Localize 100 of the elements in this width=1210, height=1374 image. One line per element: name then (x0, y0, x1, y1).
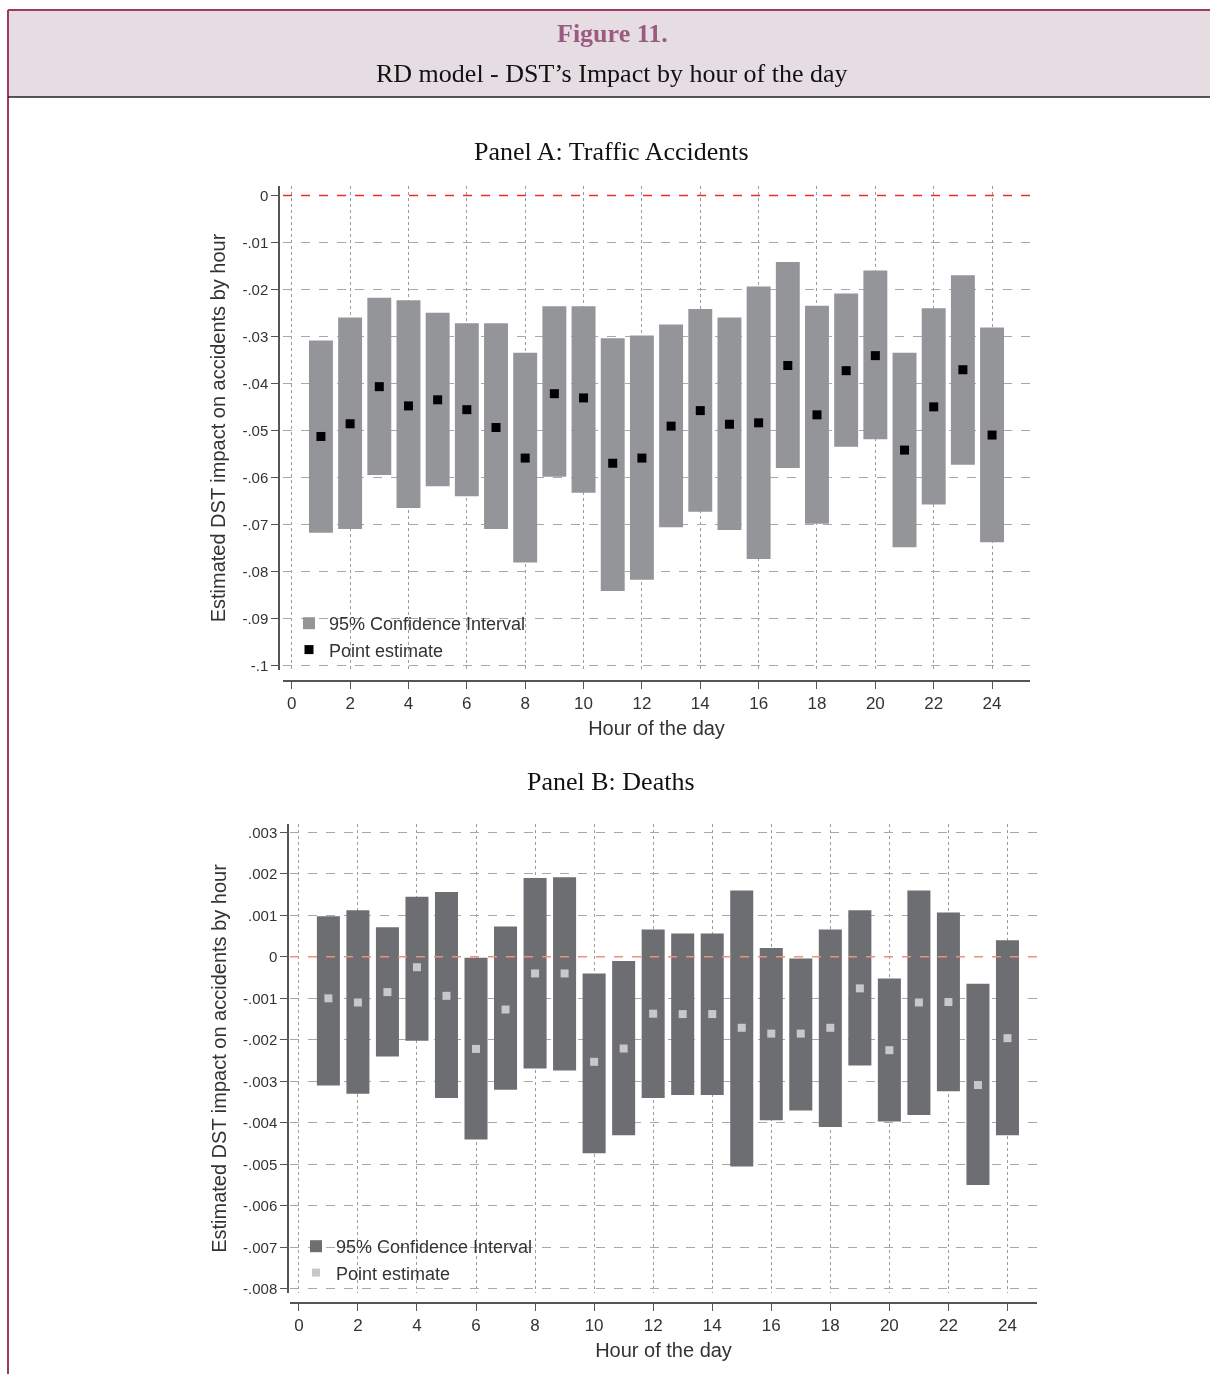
point (590, 1057, 599, 1066)
bar (316, 916, 340, 1086)
x-axis-title: Hour of the day (595, 1339, 732, 1362)
bar (700, 933, 724, 1096)
text: RD model - DST’s Impact by hour of the day (376, 59, 848, 88)
legend-label: Point estimate (329, 640, 444, 661)
bar (936, 912, 960, 1092)
bar (775, 262, 800, 468)
x-tick-label: 0 (287, 694, 297, 714)
bar (848, 910, 872, 1066)
point (708, 1010, 717, 1019)
y-tick-label: -.004 (243, 1114, 278, 1132)
y-tick-label: -.08 (242, 562, 269, 580)
x-tick-label: 8 (520, 694, 530, 714)
bar (629, 335, 654, 580)
y-axis-title: Estimated DST impact on accidents by hour (208, 863, 231, 1253)
point (929, 402, 939, 412)
bar (995, 940, 1019, 1136)
bar (396, 300, 421, 508)
y-tick-label: -.005 (243, 1155, 278, 1173)
x-tick-label: 2 (353, 1316, 363, 1336)
x-tick-label: 18 (807, 694, 827, 714)
y-tick-label: 0 (259, 186, 269, 204)
y-tick-label: -.09 (242, 609, 269, 627)
x-tick-label: 24 (998, 1316, 1017, 1336)
point (973, 1081, 982, 1090)
bar (907, 890, 931, 1115)
x-tick-label: 10 (584, 1316, 604, 1336)
point (958, 365, 968, 375)
point (724, 419, 734, 429)
x-tick-label: 20 (865, 694, 885, 714)
bar (405, 896, 429, 1041)
bar (717, 317, 742, 530)
point (491, 423, 501, 433)
y-tick-label: -.1 (250, 656, 269, 674)
point (666, 421, 676, 431)
x-tick-label: 16 (761, 1316, 781, 1336)
x-tick-label: 8 (530, 1316, 540, 1336)
point (737, 1023, 746, 1032)
bar (367, 297, 392, 475)
point (383, 988, 392, 997)
point (1003, 1034, 1012, 1043)
bar (612, 960, 636, 1136)
point (433, 395, 443, 405)
y-tick-label: -.07 (242, 515, 269, 533)
bar (582, 973, 606, 1154)
chart-title: Panel B: Deaths (527, 767, 695, 796)
y-tick-label: 0 (268, 948, 278, 966)
point (900, 445, 910, 455)
y-tick-label: -.05 (242, 421, 269, 439)
x-tick-label: 22 (924, 694, 944, 714)
text: Figure 11. (557, 19, 668, 48)
bar (950, 275, 975, 465)
point (472, 1044, 481, 1053)
x-tick-label: 10 (574, 694, 594, 714)
bar (834, 293, 859, 447)
point (870, 351, 880, 361)
bar (671, 933, 695, 1096)
point (649, 1009, 658, 1018)
x-tick-label: 12 (632, 694, 652, 714)
y-tick-label: -.06 (242, 468, 269, 486)
point (619, 1044, 628, 1053)
bar (375, 927, 399, 1057)
bar (454, 323, 479, 497)
point (316, 431, 326, 441)
bar (966, 983, 990, 1186)
bar (818, 929, 842, 1127)
y-tick-label: .002 (248, 865, 278, 883)
y-tick-label: -.007 (243, 1238, 278, 1256)
y-axis-title: Estimated DST impact on accidents by hour (207, 233, 230, 623)
bar (346, 910, 370, 1094)
bar (600, 338, 625, 592)
point (826, 1023, 835, 1032)
legend-label: Point estimate (336, 1263, 451, 1284)
point (324, 994, 333, 1003)
x-tick-label: 16 (749, 694, 769, 714)
point (695, 406, 705, 416)
point (754, 418, 764, 428)
point (549, 389, 559, 399)
y-tick-label: .001 (248, 906, 278, 924)
point (783, 361, 793, 370)
bar (659, 324, 684, 528)
point (987, 430, 997, 440)
y-tick-label: -.02 (242, 280, 269, 298)
bar (425, 312, 450, 487)
point (637, 453, 647, 463)
point (841, 366, 851, 376)
x-tick-label: 6 (462, 694, 472, 714)
point (501, 1005, 510, 1014)
point (403, 401, 413, 411)
point (944, 998, 953, 1007)
bar (789, 958, 813, 1111)
chart-title: Panel A: Traffic Accidents (474, 137, 749, 166)
x-tick-label: 14 (690, 694, 710, 714)
x-tick-label: 22 (938, 1316, 958, 1336)
y-tick-label: -.002 (243, 1031, 278, 1049)
point (531, 969, 540, 978)
y-tick-label: -.006 (243, 1197, 278, 1215)
point (767, 1029, 776, 1038)
point (442, 991, 451, 1000)
